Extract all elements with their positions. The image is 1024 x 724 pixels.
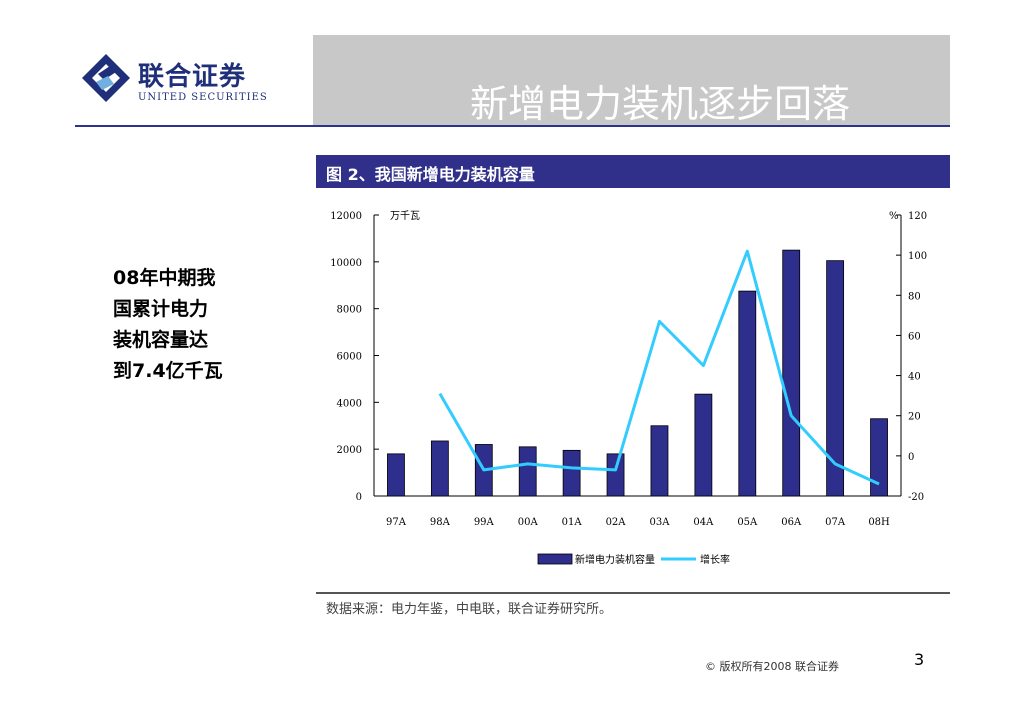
company-logo: 联合证券 UNITED SECURITIES: [80, 52, 290, 108]
growth-rate-line: [438, 249, 880, 486]
bar: [430, 440, 449, 497]
x-tick-label: 99A: [474, 517, 495, 528]
side-note-line: 国累计电力: [113, 298, 209, 320]
x-tick-label: 08H: [868, 517, 890, 528]
x-tick-label: 05A: [737, 517, 758, 528]
source-divider: [316, 592, 950, 594]
left-tick-label: 6000: [337, 352, 362, 363]
chart-legend: 新增电力装机容量 增长率: [537, 553, 730, 566]
right-tick-label: -20: [908, 492, 924, 503]
bar: [387, 453, 405, 497]
title-banner: 新增电力装机逐步回落: [313, 35, 950, 126]
header-divider: [75, 125, 950, 127]
right-tick-label: 80: [908, 291, 921, 302]
bar: [650, 425, 669, 497]
x-tick-label: 01A: [562, 517, 583, 528]
right-tick-label: 60: [908, 331, 921, 342]
logo-english-name: UNITED SECURITIES: [138, 92, 268, 103]
x-tick-label: 06A: [781, 517, 802, 528]
bar: [826, 260, 845, 497]
left-tick-label: 8000: [337, 305, 362, 316]
x-tick-label: 00A: [518, 517, 539, 528]
legend-line-label: 增长率: [700, 553, 730, 566]
side-note-line: 到7.4亿千瓦: [113, 360, 223, 382]
bar-series: [387, 249, 888, 497]
legend-bar-swatch: [537, 553, 573, 565]
bar: [782, 249, 801, 497]
x-tick-label: 97A: [386, 517, 407, 528]
legend-bar-label: 新增电力装机容量: [575, 553, 655, 566]
right-tick-label: 0: [908, 452, 914, 463]
x-tick-label: 04A: [693, 517, 714, 528]
capacity-chart: 0 2000 4000 6000 8000 10000 12000 -20 0 20 40 60 80 1…: [330, 210, 927, 566]
right-tick-label: 20: [908, 412, 921, 423]
left-tick-label: 12000: [330, 211, 362, 222]
side-note: 08年中期我 国累计电力 装机容量达 到7.4亿千瓦: [113, 263, 283, 387]
page-number: 3: [914, 650, 925, 669]
bar: [606, 453, 625, 497]
chart-axes: [373, 214, 902, 497]
bar: [694, 393, 713, 497]
data-source: 数据来源：电力年鉴，中电联，联合证券研究所。: [326, 602, 613, 617]
bar: [870, 418, 888, 497]
bar: [562, 449, 581, 497]
x-tick-label: 07A: [825, 517, 846, 528]
copyright-footer: © 版权所有2008 联合证券: [705, 660, 839, 673]
right-tick-label: 100: [908, 251, 927, 262]
bar: [738, 290, 757, 497]
left-tick-label: 0: [356, 492, 362, 503]
figure-header: 图 2、我国新增电力装机容量: [316, 155, 950, 188]
diamond-logo-icon: [82, 54, 130, 102]
right-axis-unit: %: [889, 211, 899, 222]
right-tick-label: 40: [908, 372, 921, 383]
left-tick-label: 2000: [337, 445, 362, 456]
x-tick-label: 02A: [606, 517, 627, 528]
x-tick-label: 03A: [649, 517, 670, 528]
bar: [518, 446, 537, 497]
chart-labels: 0 2000 4000 6000 8000 10000 12000 -20 0 20 40 60 80 1…: [330, 210, 927, 528]
left-axis-unit: 万千瓦: [390, 210, 420, 222]
page-title: 新增电力装机逐步回落: [469, 82, 850, 126]
logo-name: 联合证券: [138, 62, 247, 92]
x-tick-label: 98A: [430, 517, 451, 528]
left-tick-label: 10000: [330, 258, 362, 269]
line-series: [438, 249, 880, 486]
left-tick-label: 4000: [337, 398, 362, 409]
side-note-line: 装机容量达: [113, 329, 209, 351]
right-tick-label: 120: [908, 211, 927, 222]
side-note-line: 08年中期我: [113, 267, 216, 289]
figure-title: 图 2、我国新增电力装机容量: [326, 165, 535, 184]
